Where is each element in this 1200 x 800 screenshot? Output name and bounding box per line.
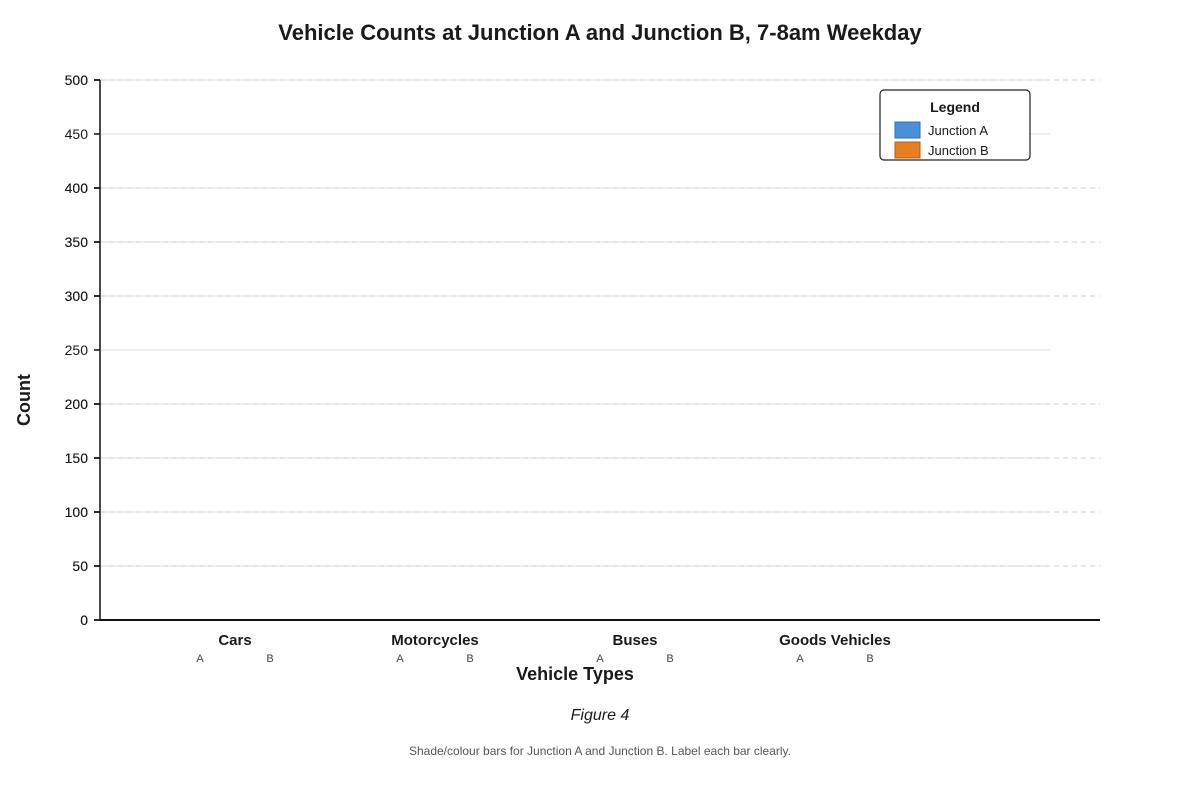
y-tick-label: 200 (65, 396, 89, 412)
bar-sub-label: A (796, 653, 804, 665)
bar-sub-label: A (396, 653, 404, 665)
bar-sub-label: A (196, 653, 204, 665)
y-tick-label: 500 (65, 72, 89, 88)
legend-swatch-junction-a (894, 121, 921, 139)
y-tick-label: 250 (65, 342, 89, 358)
bar-sub-label: B (466, 653, 473, 665)
y-tick-label: 350 (65, 234, 89, 250)
y-tick-label: 200 (65, 396, 89, 412)
legend: Legend Junction A Junction B (879, 89, 1031, 161)
x-category-label: Cars (218, 632, 251, 649)
footnote: Shade/colour bars for Junction A and Jun… (409, 744, 791, 758)
y-tick-label: 0 (80, 612, 88, 628)
x-axis-categories: Cars A B Motorcycles A B Buses A B Goods Vehicles… (196, 632, 891, 665)
x-category-label: Motorcycles (391, 632, 479, 649)
legend-swatch-junction-b (894, 141, 921, 159)
y-tick-label: 500 (65, 72, 89, 88)
y-tick-label: 450 (65, 126, 89, 142)
legend-label-junction-b: Junction B (928, 143, 989, 158)
legend-title: Legend (930, 99, 980, 115)
y-tick-label: 150 (65, 450, 89, 466)
y-tick-label: 100 (65, 504, 89, 520)
y-tick-label: 350 (65, 234, 89, 250)
bar-sub-label: A (596, 653, 604, 665)
figure-label: Figure 4 (571, 707, 630, 724)
x-axis-title: Vehicle Types (516, 664, 634, 684)
y-tick-label: 400 (65, 180, 89, 196)
y-tick-label: 50 (72, 558, 88, 574)
y-axis-title: Count (14, 374, 34, 426)
y-tick-label: 50 (72, 558, 88, 574)
dashed-gridlines (100, 79, 1100, 567)
y-axis-ticks: 0501001502002503003504004505000501001502… (65, 72, 100, 628)
x-category-label: Goods Vehicles (779, 632, 891, 649)
legend-label-junction-a: Junction A (928, 123, 988, 138)
chart-title: Vehicle Counts at Junction A and Junctio… (278, 20, 922, 45)
y-tick-label: 300 (65, 288, 89, 304)
bar-sub-label: B (266, 653, 273, 665)
y-tick-label: 100 (65, 504, 89, 520)
solid-gridlines (100, 79, 1050, 567)
x-category-label: Buses (612, 632, 657, 649)
y-tick-label: 300 (65, 288, 89, 304)
y-tick-label: 400 (65, 180, 89, 196)
bar-sub-label: B (666, 653, 673, 665)
y-tick-label: 0 (80, 612, 88, 628)
y-tick-label: 150 (65, 450, 89, 466)
bar-sub-label: B (866, 653, 873, 665)
